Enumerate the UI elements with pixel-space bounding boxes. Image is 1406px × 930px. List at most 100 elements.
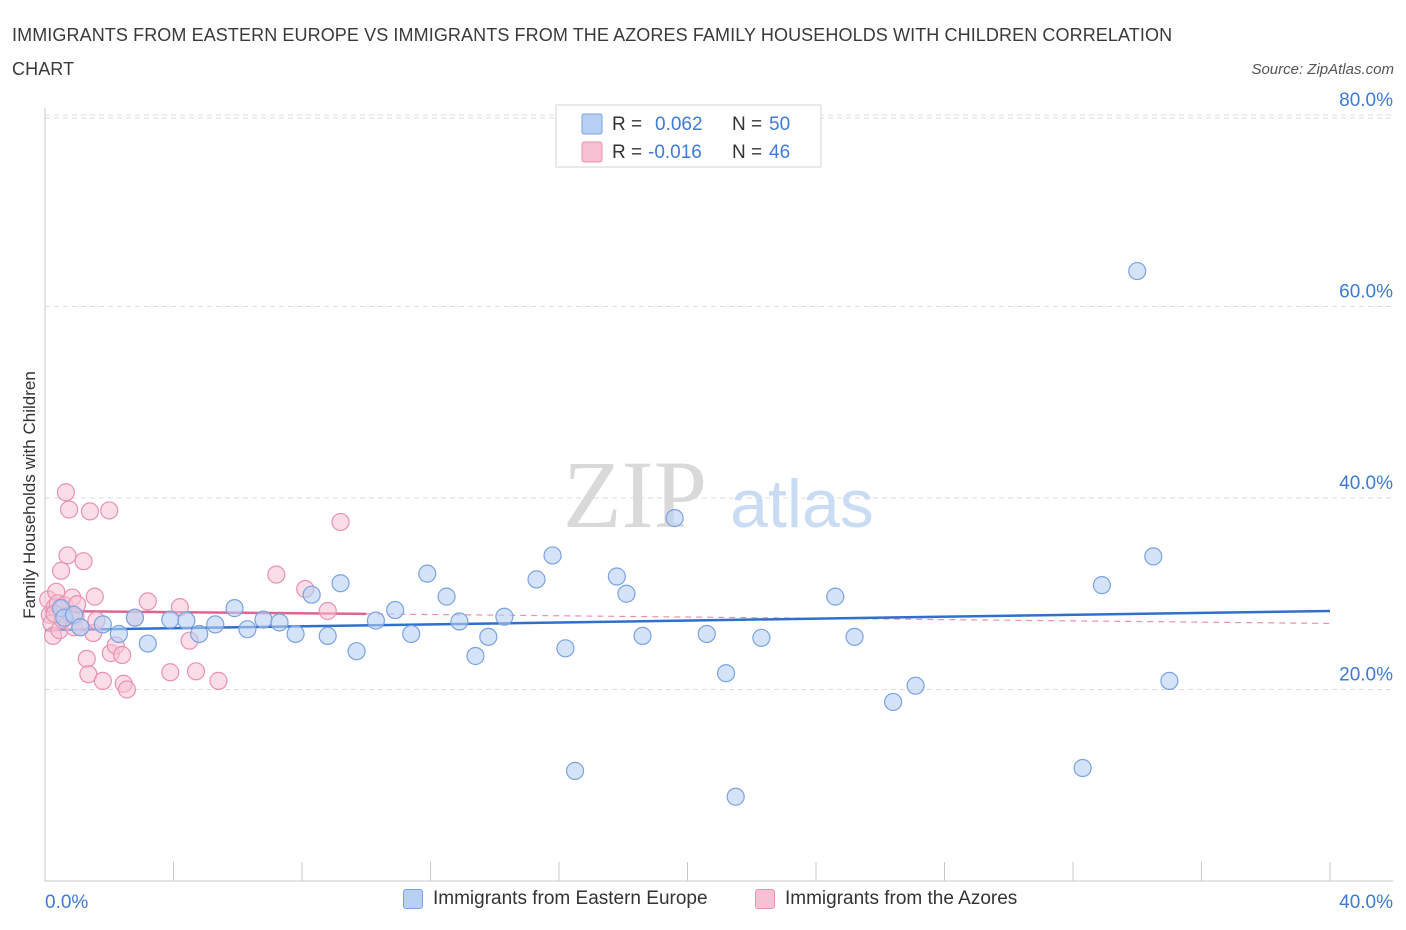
x-tick-label-min: 0.0% — [45, 892, 88, 913]
eastern-europe-point — [418, 564, 437, 583]
azores-point — [117, 680, 137, 699]
eastern-europe-point — [565, 761, 585, 780]
eastern-europe-point — [347, 642, 366, 661]
eastern-europe-point — [726, 787, 745, 806]
eastern-europe-point — [238, 620, 257, 639]
azores-point — [85, 587, 104, 606]
azores-point — [186, 662, 206, 681]
azores-point — [56, 483, 75, 502]
azores-point — [100, 501, 119, 520]
watermark-atlas: atlas — [730, 466, 874, 542]
legend-n-label-1: N = — [732, 114, 762, 135]
azores-point — [74, 552, 93, 571]
eastern-europe-point — [71, 618, 90, 637]
eastern-europe-point — [752, 628, 771, 647]
legend-label-azores: Immigrants from the Azores — [785, 888, 1018, 909]
azores-point — [138, 592, 157, 611]
eastern-europe-points — [51, 261, 1179, 806]
eastern-europe-point — [286, 624, 305, 644]
legend-r-value-1: 0.062 — [655, 114, 703, 135]
y-tick-label: 80.0% — [1339, 90, 1393, 111]
eastern-europe-point — [190, 624, 209, 644]
eastern-europe-point — [1092, 576, 1112, 595]
y-tick-label: 20.0% — [1339, 665, 1393, 686]
legend-swatch-blue — [581, 113, 603, 135]
y-tick-label: 40.0% — [1339, 473, 1393, 494]
azores-point — [318, 601, 337, 621]
eastern-europe-point — [386, 600, 405, 620]
eastern-europe-point — [1160, 671, 1179, 690]
azores-point — [93, 671, 112, 690]
azores-point — [77, 649, 96, 668]
eastern-europe-point — [437, 587, 456, 606]
eastern-europe-point — [883, 692, 903, 712]
eastern-europe-point — [495, 607, 514, 626]
eastern-europe-point — [161, 610, 180, 629]
azores-points — [39, 483, 350, 699]
eastern-europe-point — [543, 546, 562, 565]
legend-item-eastern-europe[interactable]: Immigrants from Eastern Europe — [403, 888, 708, 910]
legend-n-value-1: 50 — [769, 114, 790, 135]
eastern-europe-point — [177, 611, 196, 630]
eastern-europe-point — [1128, 261, 1147, 281]
eastern-europe-point — [1073, 758, 1092, 778]
eastern-europe-point — [125, 608, 145, 627]
eastern-europe-point — [479, 627, 498, 646]
chart-title: IMMIGRANTS FROM EASTERN EUROPE VS IMMIGR… — [12, 25, 1173, 79]
eastern-europe-point — [450, 612, 469, 631]
legend-swatch-eastern-europe — [403, 889, 423, 909]
eastern-europe-point — [617, 584, 636, 603]
eastern-europe-point — [254, 610, 273, 629]
eastern-europe-point — [826, 587, 845, 606]
eastern-europe-point — [93, 615, 112, 634]
legend-r-label-2: R = — [612, 142, 642, 163]
y-tick-labels: 20.0% 40.0% 60.0% 80.0% — [1339, 90, 1393, 686]
y-tick-label: 60.0% — [1339, 282, 1393, 303]
azores-trend-extension — [366, 613, 1331, 625]
eastern-europe-point — [225, 599, 244, 618]
eastern-europe-point — [206, 615, 225, 634]
eastern-europe-point — [716, 664, 736, 683]
legend-r-label-1: R = — [612, 114, 642, 135]
azores-point — [112, 645, 132, 665]
eastern-europe-point — [331, 574, 350, 593]
legend-item-azores[interactable]: Immigrants from the Azores — [755, 888, 1017, 910]
eastern-europe-point — [138, 634, 157, 653]
source-label: Source: ZipAtlas.com — [1251, 61, 1394, 78]
azores-point — [161, 663, 180, 682]
watermark-zip: ZIP — [563, 441, 707, 548]
eastern-europe-point — [633, 626, 652, 645]
legend-label-eastern-europe: Immigrants from Eastern Europe — [433, 888, 708, 909]
eastern-europe-point — [845, 627, 864, 646]
eastern-europe-point — [665, 509, 684, 528]
eastern-europe-point — [302, 585, 321, 604]
eastern-europe-point — [466, 646, 485, 666]
azores-trend-line — [44, 609, 367, 616]
eastern-europe-point — [109, 624, 128, 644]
eastern-europe-point — [1144, 547, 1163, 566]
azores-point — [331, 512, 350, 532]
eastern-europe-point — [607, 567, 626, 586]
watermark: ZIP atlas — [563, 441, 874, 548]
correlation-legend: R = 0.062 N = 50 R = -0.016 N = 46 — [555, 104, 822, 168]
eastern-europe-point — [270, 613, 289, 632]
azores-point — [267, 565, 286, 584]
axes — [44, 108, 1393, 882]
azores-point — [80, 502, 100, 521]
azores-point — [58, 546, 77, 565]
azores-point — [51, 561, 71, 580]
eastern-europe-point — [697, 624, 716, 644]
azores-point — [209, 671, 228, 690]
azores-point — [59, 500, 79, 519]
legend-swatch-pink — [581, 141, 603, 163]
legend-n-value-2: 46 — [769, 142, 790, 163]
legend-r-value-2: -0.016 — [648, 142, 702, 163]
legend-n-label-2: N = — [732, 142, 762, 163]
x-tick-labels: 0.0% 40.0% — [45, 892, 1393, 913]
eastern-europe-point — [402, 624, 421, 644]
eastern-europe-point — [556, 639, 575, 658]
eastern-europe-point — [318, 626, 337, 645]
eastern-europe-point — [366, 611, 385, 630]
gridlines — [45, 114, 1393, 690]
